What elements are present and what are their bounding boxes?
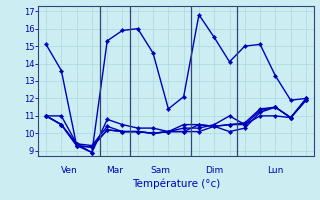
Text: Dim: Dim xyxy=(205,166,223,175)
Text: Ven: Ven xyxy=(60,166,77,175)
Text: Mar: Mar xyxy=(106,166,123,175)
Text: Lun: Lun xyxy=(267,166,284,175)
Text: Température (°c): Température (°c) xyxy=(132,179,220,189)
Text: Sam: Sam xyxy=(151,166,171,175)
